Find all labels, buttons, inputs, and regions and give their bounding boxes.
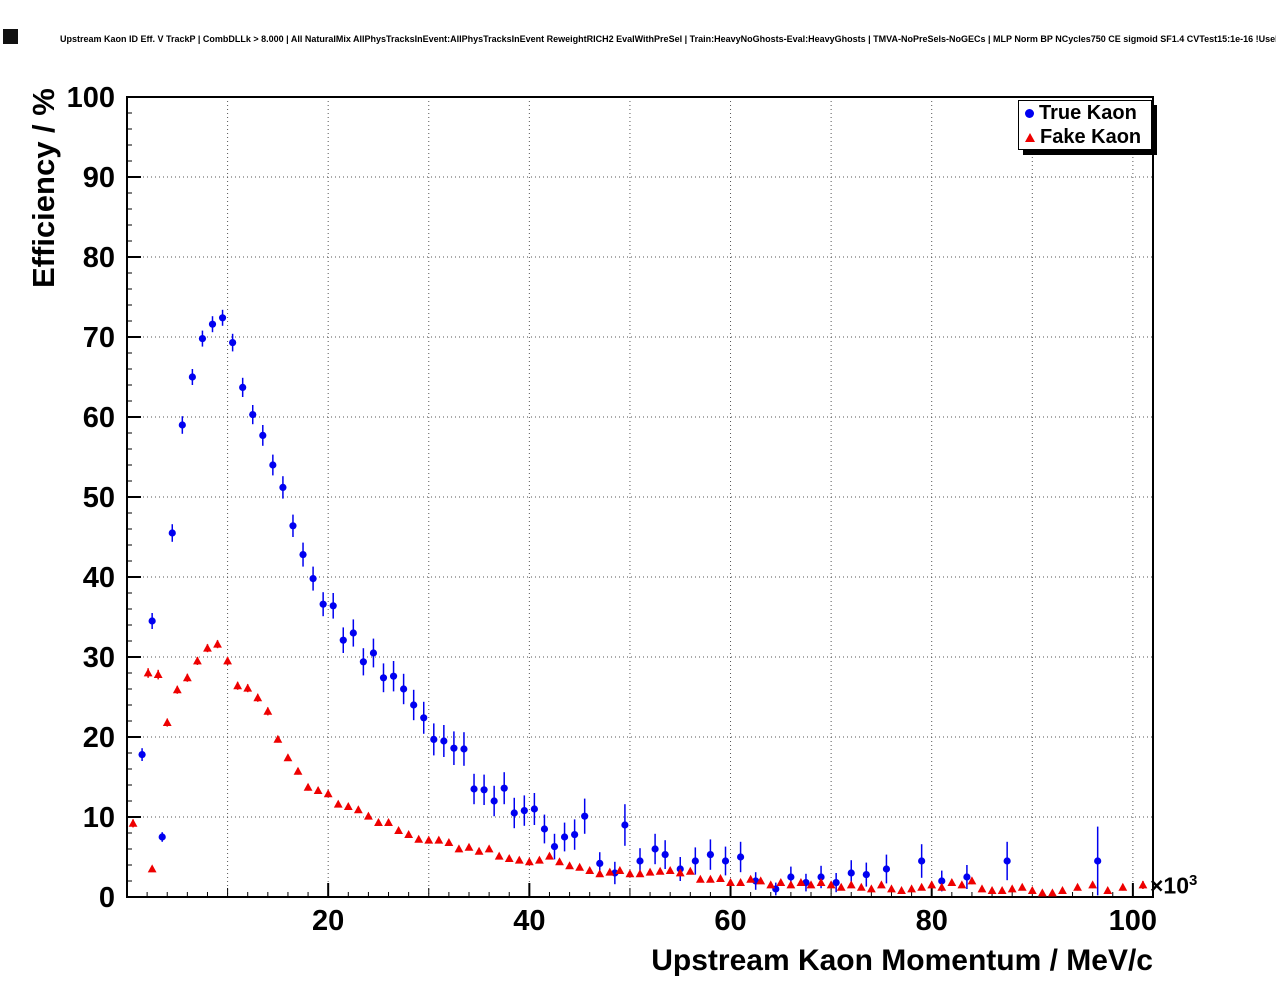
svg-text:100: 100 (67, 82, 115, 114)
true-kaon-marker-icon (1025, 108, 1034, 118)
svg-text:50: 50 (83, 482, 115, 514)
legend: True Kaon Fake Kaon (1018, 100, 1152, 150)
x-multiplier-exponent: 3 (1189, 872, 1198, 889)
svg-text:100: 100 (1109, 905, 1157, 937)
svg-text:70: 70 (83, 322, 115, 354)
svg-text:20: 20 (83, 722, 115, 754)
fake-kaon-marker-icon (1025, 132, 1035, 142)
window-corner-mark (3, 29, 18, 44)
plot-title: Upstream Kaon ID Eff. V TrackP | CombDLL… (60, 34, 1276, 44)
svg-text:80: 80 (916, 905, 948, 937)
svg-text:40: 40 (83, 562, 115, 594)
svg-text:60: 60 (714, 905, 746, 937)
legend-entry-true-kaon: True Kaon (1019, 101, 1151, 125)
svg-text:40: 40 (513, 905, 545, 937)
svg-text:20: 20 (312, 905, 344, 937)
svg-text:10: 10 (83, 802, 115, 834)
legend-label-fake-kaon: Fake Kaon (1040, 126, 1142, 148)
x-multiplier-base: ×10 (1150, 872, 1190, 899)
legend-label-true-kaon: True Kaon (1039, 102, 1137, 124)
y-axis-title: Efficiency / % (26, 88, 61, 288)
svg-text:30: 30 (83, 642, 115, 674)
svg-text:0: 0 (99, 882, 115, 914)
x-axis-multiplier: ×103 (1150, 872, 1197, 900)
svg-text:90: 90 (83, 162, 115, 194)
svg-text:80: 80 (83, 242, 115, 274)
svg-text:60: 60 (83, 402, 115, 434)
legend-entry-fake-kaon: Fake Kaon (1019, 125, 1151, 149)
x-axis-title: Upstream Kaon Momentum / MeV/c (651, 944, 1153, 977)
